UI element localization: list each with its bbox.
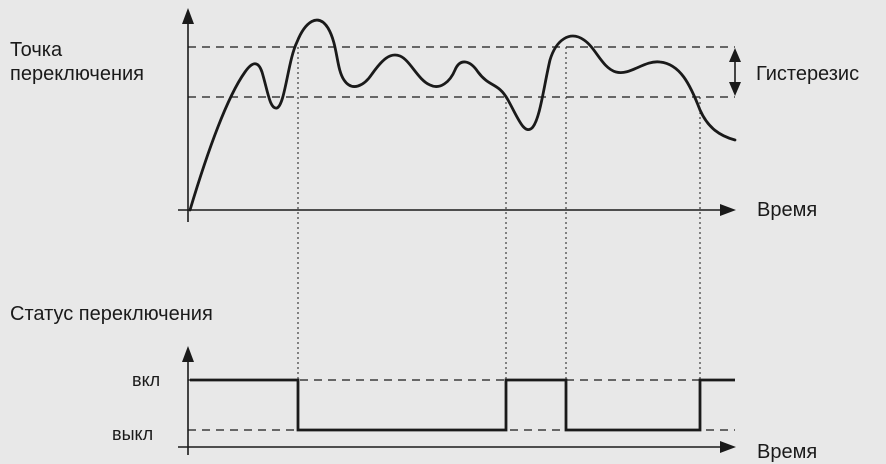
state-off-label: выкл bbox=[112, 424, 154, 444]
switch-status-label: Статус переключения bbox=[10, 303, 213, 325]
top-time-axis-label: Время bbox=[757, 199, 818, 221]
bottom-x-axis-arrow bbox=[720, 441, 736, 453]
hysteresis-arrow-down bbox=[729, 82, 741, 96]
top-x-axis-arrow bbox=[720, 204, 736, 216]
signal-curve bbox=[188, 18, 737, 212]
hysteresis-label: Гистерезис bbox=[756, 63, 860, 85]
hysteresis-arrow-up bbox=[729, 48, 741, 62]
state-on-label: вкл bbox=[132, 370, 161, 390]
switch-status-wave bbox=[190, 378, 735, 432]
top-y-axis-arrow bbox=[182, 8, 194, 24]
switch-point-label: Точка переключения bbox=[10, 39, 144, 85]
bottom-time-axis-label: Время bbox=[757, 441, 818, 463]
bottom-y-axis-arrow bbox=[182, 346, 194, 362]
